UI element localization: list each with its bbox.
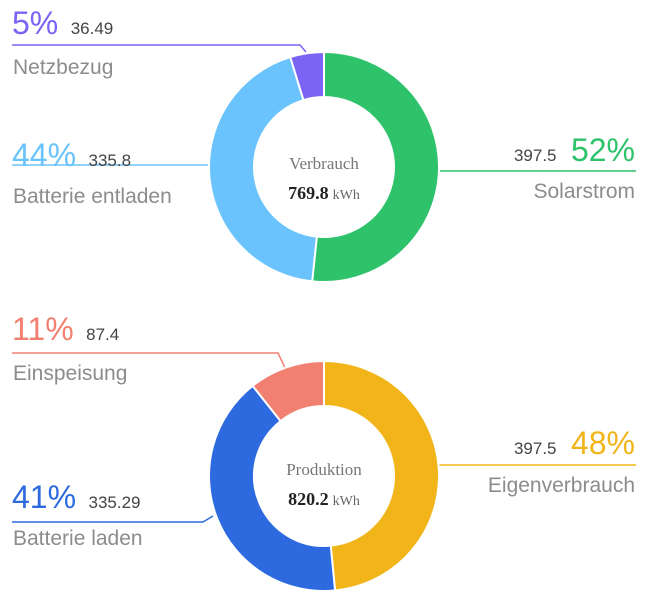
einspeisung-label-row: 11% 87.4: [12, 311, 119, 353]
leader-line-netzbezug: [12, 44, 307, 53]
slice-batterie-entladen[interactable]: [208, 55, 318, 283]
batterie-entladen-percent: 44%: [12, 137, 77, 173]
consumption-total-unit: kWh: [332, 188, 360, 203]
netzbezug-name: Netzbezug: [13, 56, 114, 79]
batterie-laden-value: 335.29: [88, 493, 141, 512]
production-center-total: 820.2 kWh: [224, 489, 424, 510]
batterie-entladen-label-row: 44% 335.8: [12, 137, 131, 179]
production-donut-panel: 11% 87.4 Einspeisung 41% 335.29 Batterie…: [0, 300, 661, 609]
netzbezug-value: 36.49: [70, 19, 114, 38]
consumption-center-total: 769.8 kWh: [224, 183, 424, 204]
leader-line-batterie-laden: [12, 515, 214, 523]
batterie-laden-label-row: 41% 335.29: [12, 479, 141, 521]
consumption-center-title: Verbrauch: [289, 154, 359, 173]
solarstrom-percent: 52%: [570, 132, 635, 168]
slice-solarstrom[interactable]: [311, 50, 440, 283]
einspeisung-percent: 11%: [12, 311, 74, 347]
production-center-title: Produktion: [286, 460, 362, 479]
batterie-entladen-value: 335.8: [88, 151, 132, 170]
netzbezug-label-row: 5% 36.49: [12, 5, 113, 47]
solarstrom-name: Solarstrom: [533, 180, 635, 203]
leader-line-einspeisung: [12, 352, 287, 371]
batterie-laden-name: Batterie laden: [13, 527, 143, 550]
production-donut-chart: [12, 352, 636, 592]
production-total-unit: kWh: [332, 494, 360, 509]
slice-einspeisung[interactable]: [251, 359, 325, 423]
consumption-donut-chart: [12, 44, 636, 283]
eigenverbrauch-label-row: 397.5 48%: [514, 425, 635, 467]
einspeisung-value: 87.4: [86, 325, 120, 344]
eigenverbrauch-percent: 48%: [570, 425, 635, 461]
solarstrom-label-row: 397.5 52%: [514, 132, 635, 174]
eigenverbrauch-value: 397.5: [513, 439, 557, 458]
batterie-laden-percent: 41%: [12, 479, 77, 515]
consumption-donut-panel: 5% 36.49 Netzbezug 44% 335.8 Batterie en…: [0, 0, 661, 300]
netzbezug-percent: 5%: [12, 5, 59, 41]
batterie-entladen-name: Batterie entladen: [13, 185, 172, 208]
slice-netzbezug[interactable]: [289, 50, 325, 102]
slice-eigenverbrauch[interactable]: [323, 359, 440, 592]
consumption-total-value: 769.8: [288, 183, 329, 203]
einspeisung-name: Einspeisung: [13, 362, 128, 385]
production-total-value: 820.2: [288, 489, 329, 509]
eigenverbrauch-name: Eigenverbrauch: [487, 474, 635, 497]
slice-batterie-laden[interactable]: [208, 384, 337, 592]
solarstrom-value: 397.5: [513, 146, 557, 165]
